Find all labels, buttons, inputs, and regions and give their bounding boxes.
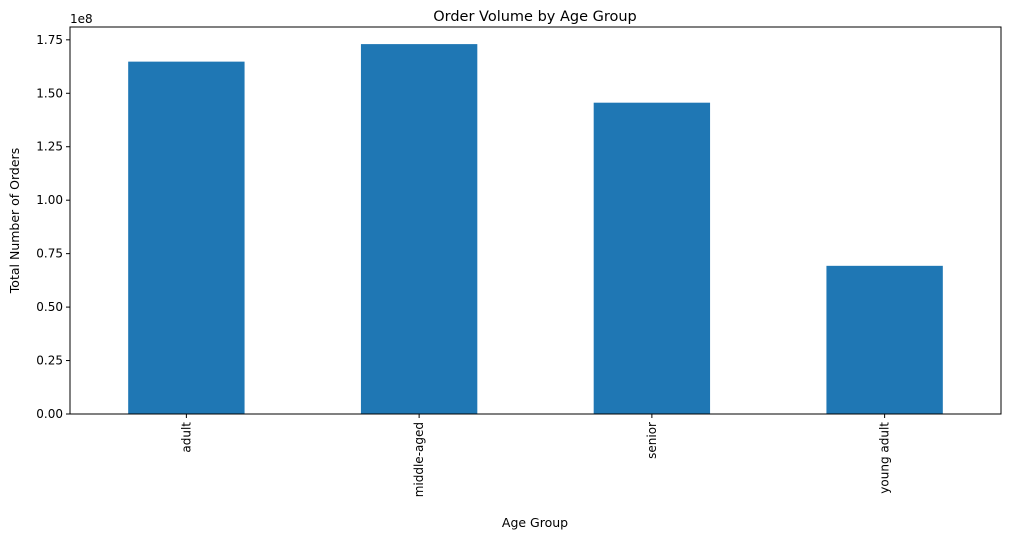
bar-adult (128, 61, 245, 414)
x-tick-label: adult (179, 422, 193, 453)
bar-young-adult (826, 265, 943, 414)
x-tick-label: middle-aged (412, 422, 426, 497)
y-axis: 0.00 0.25 0.50 0.75 1.00 1.25 1.50 1.75 (36, 33, 70, 421)
y-axis-label: Total Number of Orders (7, 148, 22, 294)
plot-frame (69, 26, 1002, 415)
bars-group (128, 44, 943, 414)
y-tick-label: 1.50 (36, 86, 63, 100)
bar-middle-aged (360, 44, 478, 414)
x-tick-label: senior (645, 422, 659, 459)
x-axis: adult middle-aged senior young adult (179, 414, 892, 497)
y-tick-label: 0.25 (36, 354, 63, 368)
y-tick-label: 1.25 (36, 140, 63, 154)
y-tick-label: 1.75 (36, 33, 63, 47)
y-tick-label: 0.75 (36, 247, 63, 261)
x-tick-label: young adult (878, 422, 892, 494)
y-tick-label: 0.00 (36, 407, 63, 421)
y-offset-label: 1e8 (70, 12, 93, 26)
y-tick-label: 1.00 (36, 193, 63, 207)
y-tick-label: 0.50 (36, 300, 63, 314)
bar-senior (593, 102, 711, 414)
x-axis-label: Age Group (502, 515, 568, 530)
chart-title: Order Volume by Age Group (433, 9, 637, 25)
